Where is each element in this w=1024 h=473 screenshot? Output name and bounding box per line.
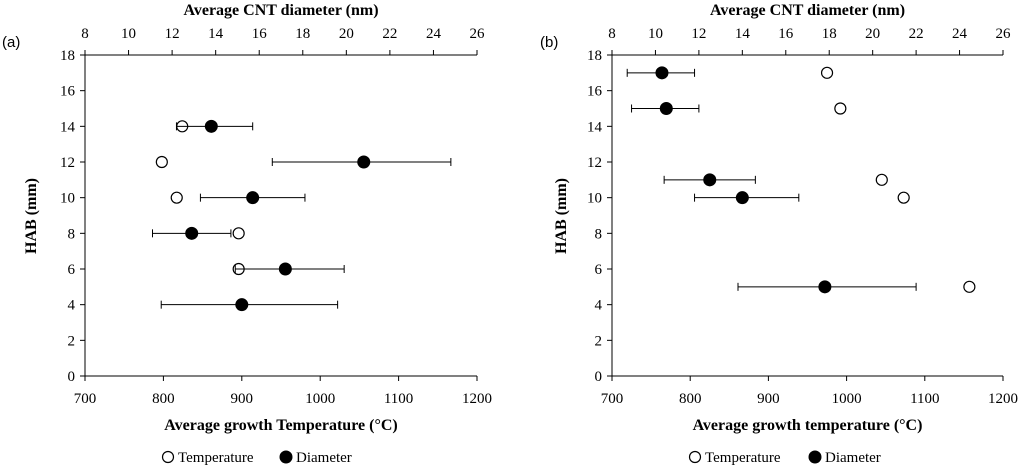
x-axis-title: Average growth Temperature (°C) (164, 417, 397, 434)
x-tick-label: 1200 (462, 391, 492, 407)
legend-temperature-label: Temperature (705, 450, 781, 466)
legend-temperature-marker (161, 450, 175, 464)
x-tick-label: 700 (601, 391, 624, 407)
y-tick-label: 8 (68, 226, 76, 242)
temperature-point (963, 280, 976, 293)
y-tick-label: 18 (60, 48, 75, 64)
y-tick-label: 14 (587, 119, 603, 135)
y-tick-label: 10 (587, 191, 602, 207)
x2-tick-label: 10 (121, 26, 136, 42)
x2-tick-label: 22 (382, 26, 397, 42)
diameter-point (278, 262, 292, 276)
diameter-point (357, 155, 371, 169)
y-tick-label: 12 (587, 155, 602, 171)
x2-tick-label: 20 (339, 26, 354, 42)
diameter-point (735, 191, 749, 205)
temperature-point (820, 66, 834, 79)
x-tick-label: 1000 (305, 391, 335, 407)
x2-tick-label: 14 (735, 26, 751, 42)
x-tick-label: 1100 (910, 391, 939, 407)
x-tick-label: 800 (679, 391, 702, 407)
temperature-point (170, 191, 183, 204)
panel-label: (a) (2, 34, 20, 51)
temperature-point (155, 155, 168, 169)
x2-tick-label: 16 (778, 26, 794, 42)
y-axis-title: HAB (mm) (23, 178, 40, 254)
y-tick-label: 8 (595, 226, 603, 242)
x2-tick-label: 8 (608, 26, 616, 42)
x2-tick-label: 10 (648, 26, 663, 42)
temperature-point (897, 191, 910, 204)
x2-tick-label: 24 (952, 26, 968, 42)
x-tick-label: 900 (757, 391, 780, 407)
x2-tick-label: 12 (691, 26, 706, 42)
x2-tick-label: 20 (865, 26, 880, 42)
legend-temperature-label: Temperature (178, 450, 254, 466)
x2-tick-label: 16 (252, 26, 268, 42)
diameter-point (246, 191, 260, 205)
diameter-point (185, 226, 199, 240)
temperature-point (834, 102, 847, 115)
x-tick-label: 700 (74, 391, 97, 407)
y-tick-label: 16 (60, 84, 76, 100)
y-tick-label: 6 (68, 262, 76, 278)
y-tick-label: 16 (587, 84, 603, 100)
y-tick-label: 2 (595, 333, 603, 349)
legend-diameter-label: Diameter (825, 450, 881, 466)
y-tick-label: 12 (60, 155, 75, 171)
y-tick-label: 6 (595, 262, 603, 278)
legend-diameter-marker (808, 450, 822, 464)
diameter-point (659, 102, 673, 115)
diameter-point (204, 119, 218, 133)
x2-tick-label: 18 (295, 26, 310, 42)
x-tick-label: 900 (231, 391, 254, 407)
panel-label: (b) (540, 34, 558, 51)
diameter-point (235, 298, 249, 312)
diameter-point (818, 280, 832, 294)
x2-axis-title: Average CNT diameter (nm) (183, 2, 378, 19)
y-tick-label: 4 (595, 298, 603, 314)
x2-tick-label: 26 (996, 26, 1012, 42)
x2-tick-label: 18 (822, 26, 837, 42)
x-tick-label: 1200 (988, 391, 1018, 407)
x2-tick-label: 24 (426, 26, 442, 42)
y-tick-label: 18 (587, 48, 602, 64)
diameter-point (655, 66, 669, 80)
y-axis-title: HAB (mm) (553, 178, 570, 254)
y-tick-label: 0 (595, 369, 603, 385)
diameter-point (703, 173, 717, 187)
x2-tick-label: 14 (208, 26, 224, 42)
x-tick-label: 1000 (832, 391, 862, 407)
temperature-point (232, 227, 245, 240)
temperature-point (875, 173, 888, 186)
legend-temperature-marker (688, 450, 702, 464)
y-tick-label: 2 (68, 333, 76, 349)
y-tick-label: 14 (60, 119, 76, 135)
x-tick-label: 1100 (384, 391, 413, 407)
y-tick-label: 10 (60, 191, 75, 207)
x-tick-label: 800 (152, 391, 175, 407)
y-tick-label: 4 (68, 298, 76, 314)
x2-tick-label: 8 (81, 26, 89, 42)
legend-diameter-marker (279, 450, 293, 464)
x2-tick-label: 22 (909, 26, 924, 42)
x2-tick-label: 12 (165, 26, 180, 42)
x2-tick-label: 26 (470, 26, 486, 42)
x-axis-title: Average growth temperature (°C) (693, 417, 923, 434)
y-tick-label: 0 (68, 369, 76, 385)
legend-diameter-label: Diameter (296, 450, 352, 466)
x2-axis-title: Average CNT diameter (nm) (710, 2, 905, 19)
